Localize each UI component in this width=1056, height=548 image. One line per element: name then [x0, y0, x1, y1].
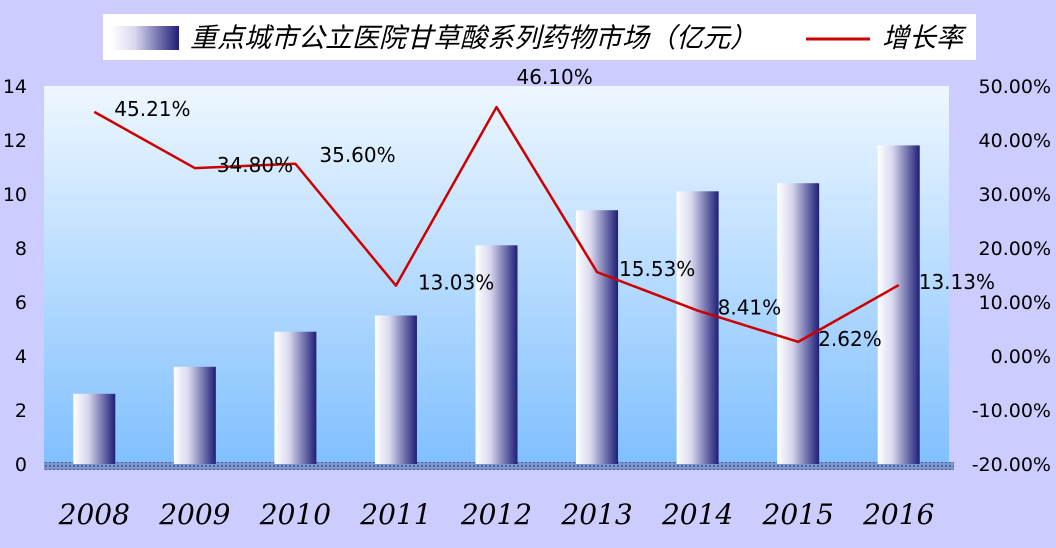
left-tick-label: 2 [15, 400, 27, 422]
bar [877, 145, 920, 464]
bar [274, 331, 317, 464]
right-tick-label: -20.00% [972, 454, 1051, 476]
x-tick-label: 2009 [158, 498, 230, 531]
legend-box [103, 14, 976, 60]
x-tick-label: 2014 [661, 498, 733, 531]
right-tick-label: 10.00% [979, 292, 1051, 314]
x-tick-label: 2008 [58, 498, 130, 531]
x-tick-label: 2013 [560, 498, 632, 531]
right-tick-label: 0.00% [991, 346, 1051, 368]
right-tick-label: 40.00% [979, 130, 1051, 152]
left-tick-label: 4 [15, 346, 27, 368]
growth-data-label: 8.41% [718, 296, 782, 320]
legend-line-label: 增长率 [882, 23, 967, 54]
legend-bar-swatch [111, 26, 179, 50]
bar [475, 245, 518, 464]
line-group [93, 105, 900, 344]
growth-data-label: 34.80% [217, 153, 293, 177]
bar [73, 393, 116, 464]
x-tick-label: 2016 [862, 498, 934, 531]
right-tick-label: 30.00% [979, 184, 1051, 206]
growth-data-label: 13.13% [919, 270, 995, 294]
plot-floor [44, 462, 954, 470]
x-tick-label: 2010 [259, 498, 331, 531]
bars-group [73, 145, 920, 465]
x-tick-label: 2011 [359, 498, 431, 531]
right-tick-label: -10.00% [972, 400, 1051, 422]
growth-data-label: 2.62% [818, 327, 882, 351]
growth-data-label: 46.10% [517, 65, 593, 89]
growth-data-label: 15.53% [619, 257, 695, 281]
growth-data-label: 45.21% [114, 97, 190, 121]
growth-rate-line [93, 105, 900, 344]
left-tick-label: 6 [15, 292, 27, 314]
right-tick-label: 20.00% [979, 238, 1051, 260]
x-tick-label: 2015 [762, 498, 834, 531]
bar [576, 210, 619, 464]
bar [173, 366, 216, 464]
data-labels-group: 45.21% 34.80% 35.60% 13.03% 46.10% 15.53% 8.41… [114, 65, 995, 351]
growth-data-label: 13.03% [418, 271, 494, 295]
bar [676, 191, 719, 465]
left-tick-label: 14 [3, 76, 27, 98]
x-tick-label: 2012 [460, 498, 532, 531]
left-tick-label: 0 [15, 454, 27, 476]
left-tick-label: 10 [3, 184, 27, 206]
right-tick-label: 50.00% [979, 76, 1051, 98]
growth-data-label: 35.60% [319, 143, 395, 167]
left-tick-label: 12 [3, 130, 27, 152]
bar [777, 183, 820, 464]
right-axis: -20.00% -10.00% 0.00% 10.00% 20.00% 30.00% 40.… [972, 76, 1051, 476]
left-tick-label: 8 [15, 238, 27, 260]
left-axis: 0 2 4 6 8 10 12 14 [3, 76, 27, 476]
x-axis: 2008 2009 2010 2011 2012 2013 2014 2015 2016 [58, 498, 935, 531]
legend-bar-label: 重点城市公立医院甘草酸系列药物市场（亿元） [190, 23, 757, 54]
bar [374, 315, 417, 464]
